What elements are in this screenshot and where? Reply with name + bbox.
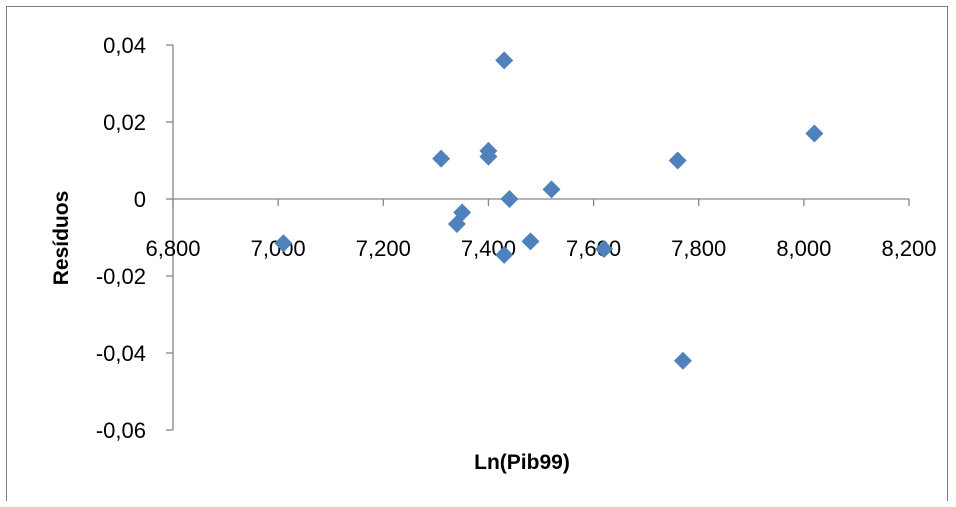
x-tick-label: 7,600: [566, 236, 621, 261]
x-tick-label: 8,000: [776, 236, 831, 261]
x-tick-label: 6,800: [145, 236, 200, 261]
y-tick-labels: 0,04 0,02 0 -0,02 -0,04 -0,06: [96, 33, 146, 443]
data-point: [805, 124, 824, 143]
data-point: [495, 245, 514, 264]
y-tick-label: 0,02: [103, 110, 146, 135]
x-tick-label: 7,800: [671, 236, 726, 261]
x-tick-label: 7,200: [356, 236, 411, 261]
chart-frame: [6, 6, 948, 501]
data-point: [479, 147, 498, 166]
x-axis-title: Ln(Pib99): [474, 451, 570, 474]
data-point: [673, 351, 692, 370]
data-point: [274, 234, 293, 253]
data-point: [495, 51, 514, 70]
data-point: [521, 232, 540, 251]
y-axis-title: Resíduos: [50, 191, 73, 286]
y-tick-label: 0,04: [103, 33, 146, 58]
data-point: [668, 151, 687, 170]
data-point: [595, 240, 614, 259]
y-tick-label: -0,02: [96, 264, 146, 289]
y-tick-label: 0: [134, 187, 146, 212]
data-point: [453, 203, 472, 222]
data-point: [500, 190, 519, 208]
data-point: [542, 180, 561, 199]
data-points: [274, 51, 824, 370]
x-tick-labels: 6,800 7,000 7,200 7,400 7,600 7,800 8,000 8,200: [145, 236, 936, 261]
y-tick-label: -0,04: [96, 341, 146, 366]
x-tick-label: 8,200: [881, 236, 936, 261]
data-point: [432, 149, 451, 168]
axes: [166, 44, 910, 431]
y-tick-label: -0,06: [96, 418, 146, 443]
